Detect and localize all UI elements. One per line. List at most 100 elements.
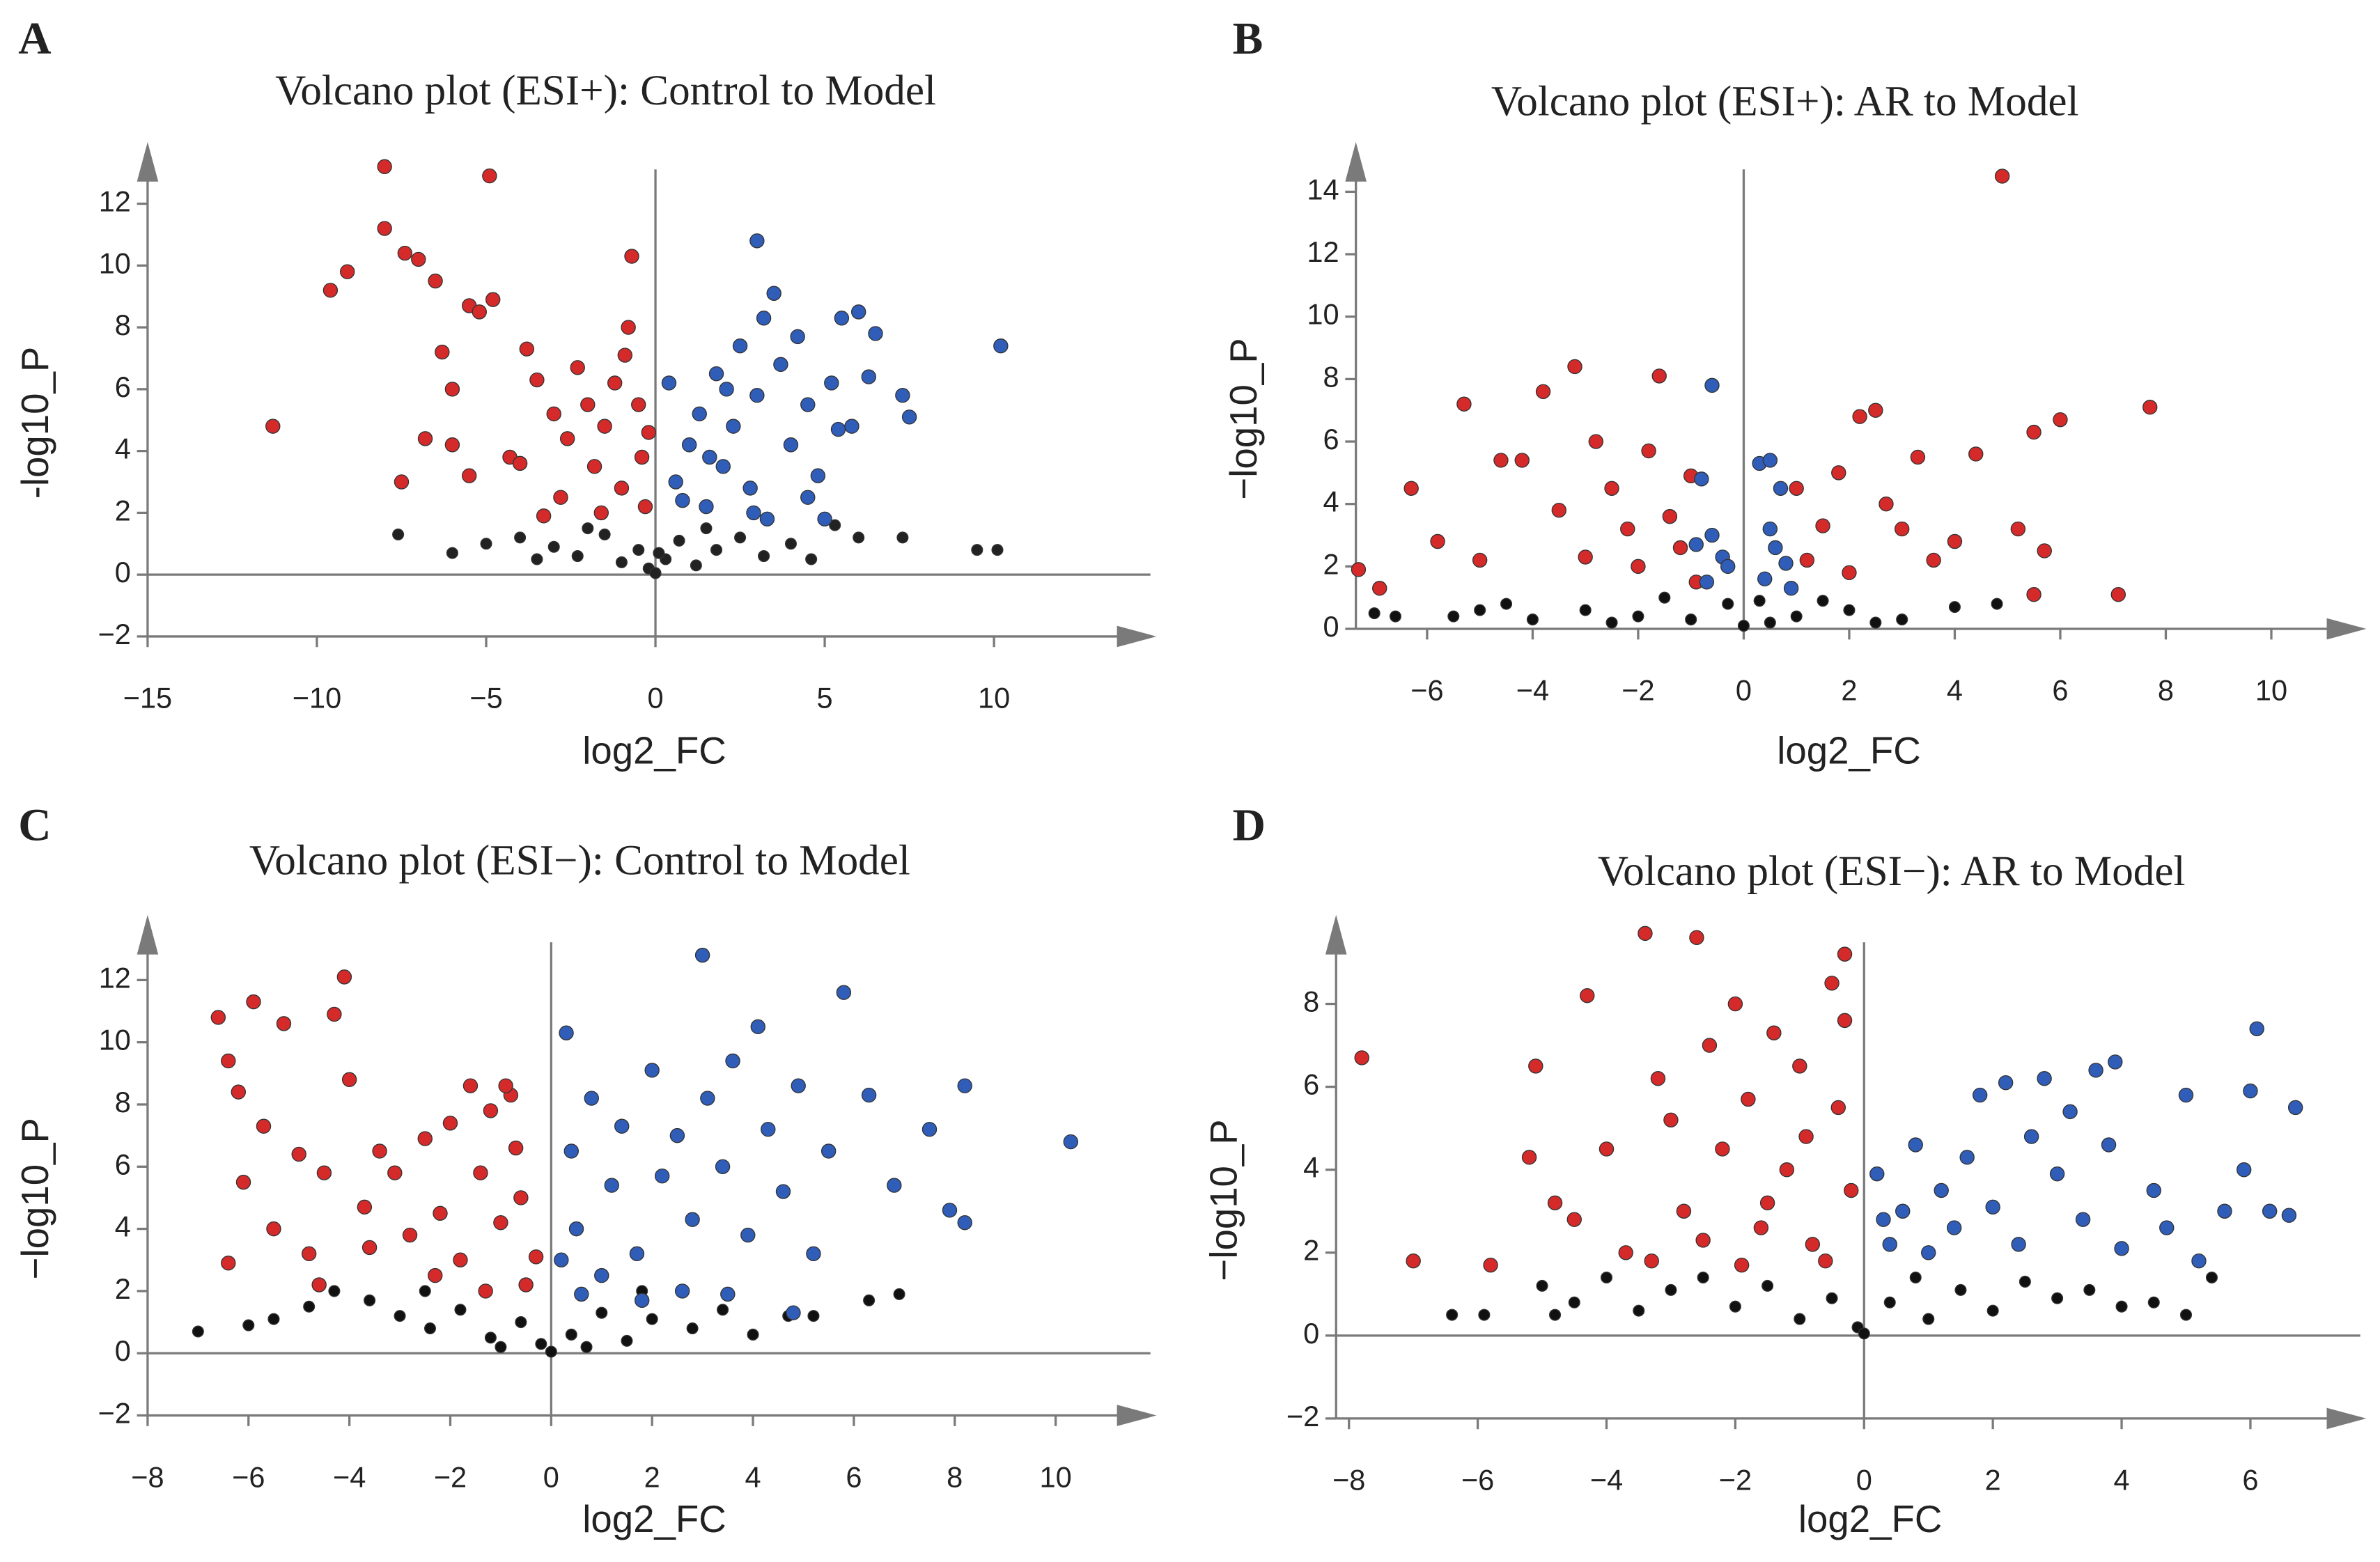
point xyxy=(1580,987,1595,1003)
point xyxy=(1372,581,1387,596)
point xyxy=(1926,552,1941,568)
point xyxy=(584,1091,599,1106)
point xyxy=(761,1121,776,1137)
y-tick-label: −2 xyxy=(1286,1400,1319,1432)
x-tick-label: 0 xyxy=(543,1460,559,1493)
point xyxy=(829,519,841,531)
point xyxy=(453,1252,468,1267)
point xyxy=(1799,552,1815,568)
point xyxy=(957,1078,972,1093)
panel: D Volcano plot (ESI−): AR to Model log2_FC… xyxy=(1202,800,2367,1540)
point xyxy=(411,251,426,267)
point xyxy=(836,985,852,1000)
point xyxy=(1662,508,1678,524)
point xyxy=(2053,412,2068,428)
point xyxy=(1514,453,1530,468)
point xyxy=(725,1053,740,1069)
point xyxy=(1994,169,2010,184)
point xyxy=(957,1215,972,1231)
point xyxy=(1837,1013,1853,1029)
point xyxy=(1689,930,1704,946)
point xyxy=(586,459,602,474)
point xyxy=(1644,1253,1659,1269)
point xyxy=(1650,1071,1666,1086)
point xyxy=(482,168,497,184)
x-tick-label: −6 xyxy=(232,1460,265,1493)
point xyxy=(397,245,413,261)
point xyxy=(2019,1275,2031,1288)
point xyxy=(1753,1220,1769,1235)
point xyxy=(1536,1279,1548,1292)
chart-title: Volcano plot (ESI+): AR to Model xyxy=(1491,77,2079,125)
point xyxy=(1474,604,1486,616)
point xyxy=(231,1084,246,1100)
point xyxy=(806,1246,821,1262)
x-tick-label: −2 xyxy=(1719,1464,1752,1497)
point xyxy=(1882,1237,1897,1252)
x-axis-label: log2_FC xyxy=(582,730,726,772)
point xyxy=(547,540,560,553)
point xyxy=(646,1313,658,1325)
point xyxy=(480,538,492,550)
point xyxy=(1773,481,1789,496)
point xyxy=(1946,1220,1962,1235)
point xyxy=(568,1221,584,1237)
point xyxy=(1685,614,1697,626)
x-axis-label: log2_FC xyxy=(1798,1498,1942,1540)
point xyxy=(2108,1054,2123,1070)
point xyxy=(442,1116,458,1131)
point xyxy=(654,1168,670,1184)
point xyxy=(473,1165,488,1180)
point xyxy=(328,1285,341,1297)
point xyxy=(1526,614,1539,626)
point xyxy=(1699,575,1715,590)
point xyxy=(1447,610,1460,623)
x-tick-label: −15 xyxy=(123,682,172,714)
y-tick-label: 8 xyxy=(1303,985,1319,1018)
point xyxy=(1604,481,1619,496)
point xyxy=(1638,926,1653,942)
point xyxy=(1676,1203,1692,1219)
point xyxy=(993,338,1009,354)
point xyxy=(1472,552,1488,568)
x-tick-label: −10 xyxy=(293,682,341,714)
x-tick-label: 6 xyxy=(2052,674,2068,707)
y-tick-label: 6 xyxy=(115,1148,131,1180)
point xyxy=(210,1010,226,1025)
y-axis-arrow xyxy=(137,141,159,182)
point xyxy=(2088,1063,2103,1078)
point xyxy=(921,1121,938,1137)
point xyxy=(1633,1304,1645,1317)
point xyxy=(364,1294,376,1306)
point xyxy=(336,969,352,985)
point xyxy=(563,1143,580,1159)
point xyxy=(629,1246,645,1262)
y-tick-label: 0 xyxy=(115,556,131,588)
point xyxy=(546,406,561,422)
point xyxy=(887,1178,902,1193)
point xyxy=(1792,1059,1807,1074)
x-tick-label: 8 xyxy=(2158,674,2174,707)
point xyxy=(311,1277,327,1292)
point xyxy=(594,1267,609,1283)
point xyxy=(518,1277,534,1292)
point xyxy=(668,474,683,490)
y-tick-label: 6 xyxy=(1303,1068,1319,1101)
point xyxy=(644,1063,660,1078)
point xyxy=(495,1341,507,1353)
y-tick-label: 8 xyxy=(115,1086,131,1118)
point xyxy=(2178,1087,2194,1103)
point xyxy=(1500,598,1513,610)
point xyxy=(1456,396,1472,412)
point xyxy=(1766,1025,1782,1040)
point xyxy=(316,1165,332,1180)
y-tick-label: 6 xyxy=(1323,423,1339,455)
x-tick-label: 4 xyxy=(1947,674,1963,707)
point xyxy=(634,449,650,465)
point xyxy=(1493,453,1509,468)
point xyxy=(607,375,623,391)
point xyxy=(1817,595,1829,607)
point xyxy=(1697,1271,1709,1284)
point xyxy=(1762,453,1778,468)
point xyxy=(2110,587,2126,602)
